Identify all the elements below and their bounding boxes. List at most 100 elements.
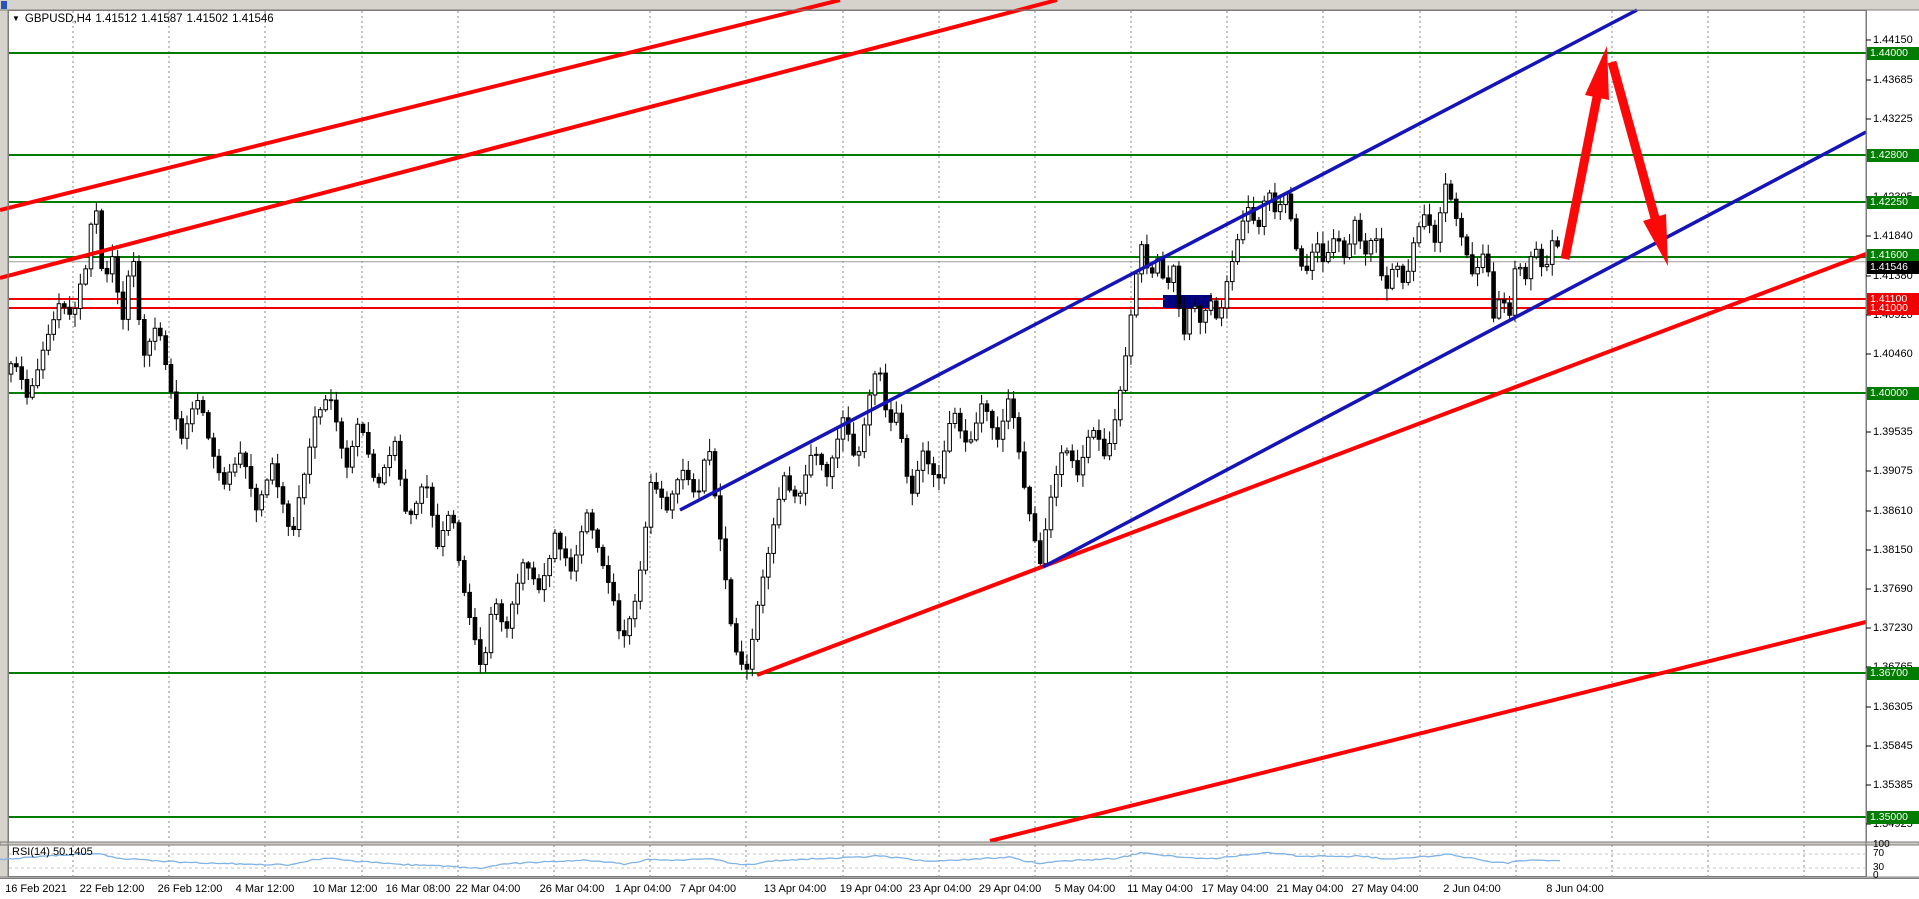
candle-body xyxy=(813,453,819,456)
candle-body xyxy=(1027,486,1032,515)
candle-body xyxy=(1464,236,1470,256)
candle-body xyxy=(1080,456,1086,476)
candle-body xyxy=(1101,438,1107,457)
candle-body xyxy=(600,546,606,567)
candle-body xyxy=(797,492,803,497)
candle-body xyxy=(1139,244,1144,275)
candle-body xyxy=(1432,224,1438,243)
candle-body xyxy=(648,481,654,528)
price-badge-1.41000: 1.41000 xyxy=(1867,301,1919,315)
price-tick-label: 1.38150 xyxy=(1873,543,1913,556)
candle-body xyxy=(142,319,147,356)
candle-body xyxy=(621,630,627,637)
time-label: 11 May 04:00 xyxy=(1127,883,1193,895)
candle-body xyxy=(200,400,206,414)
candle-body xyxy=(547,558,552,577)
candle-body xyxy=(1208,300,1214,311)
candle-body xyxy=(675,479,680,495)
arrow-down-shaft[interactable] xyxy=(1607,60,1660,220)
candle-body xyxy=(174,391,179,420)
candle-body xyxy=(1341,240,1347,259)
rsi-line xyxy=(0,851,1561,870)
candle-body xyxy=(440,530,446,547)
candle-body xyxy=(499,603,504,623)
candle-body xyxy=(179,418,184,439)
highlight-rectangle[interactable] xyxy=(1163,295,1212,308)
candle-body xyxy=(232,463,238,473)
candle-body xyxy=(1437,212,1443,243)
candle-body xyxy=(755,604,760,640)
candle-body xyxy=(717,495,723,540)
trendline-blue-channel-lower[interactable] xyxy=(1042,130,1867,569)
candle-body xyxy=(979,403,984,424)
candle-body xyxy=(467,591,472,618)
arrow-down-head[interactable] xyxy=(1643,214,1668,266)
panel-separator[interactable] xyxy=(0,841,1919,846)
candle-body xyxy=(211,437,216,457)
candle-body xyxy=(206,412,211,439)
trendline-red-bottom-line[interactable] xyxy=(989,620,1867,843)
candle-body xyxy=(483,652,488,665)
trendline-blue-channel-upper[interactable] xyxy=(679,8,1638,512)
candle-body xyxy=(392,440,398,456)
candle-body xyxy=(1549,240,1555,265)
candle-body xyxy=(526,562,531,569)
price-badge-1.42800: 1.42800 xyxy=(1867,148,1919,162)
arrow-up-head[interactable] xyxy=(1585,46,1609,100)
candle-body xyxy=(739,651,744,665)
time-label: 2 Jun 04:00 xyxy=(1443,883,1501,895)
candle-body xyxy=(451,514,456,524)
candle-body xyxy=(1133,273,1139,316)
time-label: 4 Mar 12:00 xyxy=(235,883,295,895)
candle-body xyxy=(216,455,222,474)
candle-body xyxy=(344,447,350,468)
trendline-red-upper-channel-2[interactable] xyxy=(0,0,1058,280)
candle-body xyxy=(1485,253,1491,273)
trendline-red-lower-support[interactable] xyxy=(756,252,1867,677)
candle-body xyxy=(552,532,558,560)
time-label: 26 Feb 12:00 xyxy=(157,883,223,895)
candle-body xyxy=(1533,248,1539,258)
candle-body xyxy=(568,557,574,572)
price-tick-label: 1.40460 xyxy=(1873,347,1913,360)
candle-body xyxy=(1117,389,1123,421)
time-label: 7 Apr 04:00 xyxy=(679,883,737,895)
candle-body xyxy=(824,463,830,478)
candle-body xyxy=(99,210,104,269)
candle-body xyxy=(616,600,622,632)
candle-body xyxy=(1496,299,1502,319)
candle-body xyxy=(1357,219,1363,242)
trendline-red-upper-channel-1[interactable] xyxy=(0,0,841,212)
candle-body xyxy=(931,463,936,476)
candle-body xyxy=(1528,256,1534,280)
candle-body xyxy=(147,340,152,356)
candle-body xyxy=(1523,266,1528,280)
candle-body xyxy=(1507,302,1512,316)
price-tick-label: 1.37230 xyxy=(1873,621,1913,634)
candle-body xyxy=(190,408,195,425)
candle-body xyxy=(195,400,200,410)
candle-body xyxy=(40,349,46,371)
candle-body xyxy=(408,510,414,516)
symbol-label: GBPUSD,H4 xyxy=(24,13,92,25)
candle-body xyxy=(1293,218,1299,250)
arrow-up-shaft[interactable] xyxy=(1560,96,1602,260)
candle-body xyxy=(589,512,595,531)
candle-body xyxy=(1395,265,1400,270)
candle-body xyxy=(510,603,515,629)
quote-high: 1.41587 xyxy=(140,13,183,25)
candle-body xyxy=(56,303,62,321)
candle-body xyxy=(893,412,899,423)
candle-body xyxy=(1032,513,1038,542)
time-axis[interactable] xyxy=(0,878,1919,899)
candle-body xyxy=(1363,240,1368,255)
candle-body xyxy=(1368,239,1374,255)
chevron-down-icon[interactable]: ▼ xyxy=(12,14,20,23)
time-label: 1 Apr 04:00 xyxy=(614,883,672,895)
price-tick-label: 1.36305 xyxy=(1873,700,1913,713)
candle-body xyxy=(685,469,691,481)
candle-body xyxy=(1149,267,1155,274)
candle-body xyxy=(382,467,387,484)
